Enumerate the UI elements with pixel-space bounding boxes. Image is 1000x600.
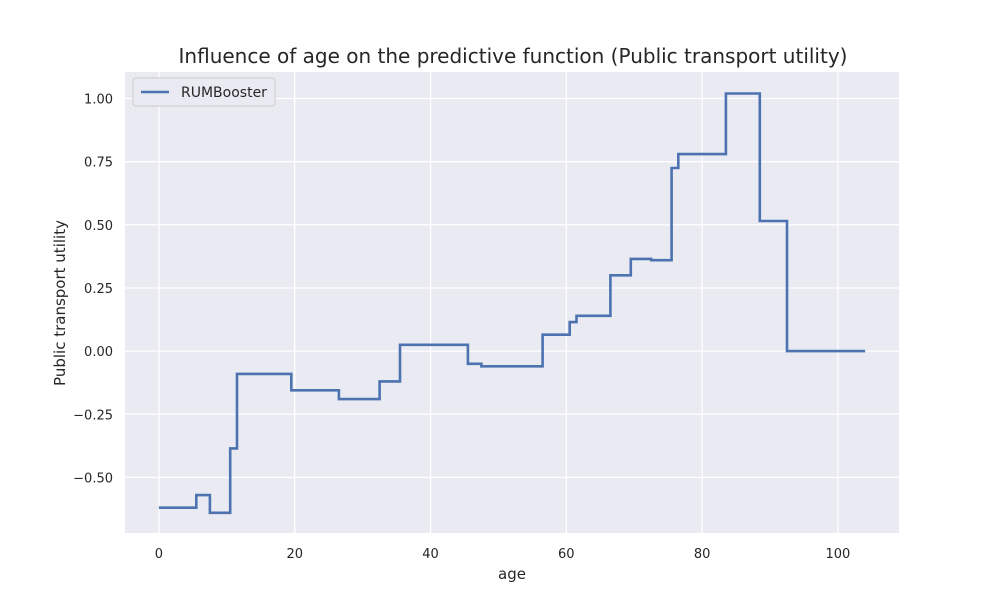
legend-box: [132, 77, 276, 107]
x-axis-label: age: [498, 565, 526, 583]
y-tick-label: 1.00: [84, 93, 113, 108]
y-axis-label: Public transport utility: [51, 220, 69, 386]
y-tick-label: 0.75: [84, 156, 113, 171]
plot-area: [125, 72, 899, 533]
series-line: [158, 92, 866, 515]
y-tick-label: 0.25: [84, 282, 113, 297]
legend: RUMBooster: [132, 77, 276, 107]
grid: [125, 72, 899, 533]
legend-label: RUMBooster: [181, 85, 267, 101]
y-tick-label: −0.50: [73, 471, 113, 486]
y-tick-label: 0.00: [84, 345, 113, 360]
x-tick-label: 60: [558, 547, 575, 562]
x-tick-label: 40: [422, 547, 439, 562]
x-tick-label: 0: [155, 547, 163, 562]
x-tick-label: 20: [286, 547, 303, 562]
chart-title: Influence of age on the predictive funct…: [179, 44, 848, 68]
x-tick-label: 100: [825, 547, 850, 562]
y-tick-label: −0.25: [73, 408, 113, 423]
x-tick-label: 80: [694, 547, 711, 562]
y-tick-label: 0.50: [84, 219, 113, 234]
series-lines: [158, 92, 866, 515]
x-tick-labels: 0 20 40 60 80 100: [155, 547, 851, 562]
y-tick-labels: −0.50 −0.25 0.00 0.25 0.50 0.75 1.00: [73, 93, 113, 487]
